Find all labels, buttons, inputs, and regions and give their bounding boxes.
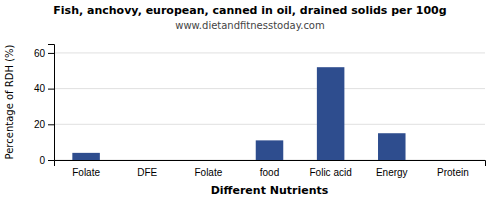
x-tick: Folate bbox=[194, 167, 222, 178]
x-axis-title: Different Nutrients bbox=[211, 184, 329, 197]
grid-line bbox=[54, 52, 485, 53]
bar bbox=[378, 133, 406, 160]
y-tick-label: 0 bbox=[39, 155, 45, 166]
y-tick: 20 bbox=[34, 119, 54, 130]
x-tick-label: DFE bbox=[137, 167, 157, 178]
y-tick: 60 bbox=[34, 48, 54, 59]
x-axis: Folate DFE Folate food Folic acid Energy Prote… bbox=[55, 161, 486, 179]
x-axis-line bbox=[55, 161, 486, 167]
x-tick-label: food bbox=[260, 167, 279, 178]
bar bbox=[317, 67, 345, 160]
grid bbox=[54, 53, 485, 160]
bar bbox=[439, 160, 467, 161]
y-tick-label: 40 bbox=[34, 83, 46, 94]
chart-svg: 0 20 40 60 Folate DFE Folate food Folic acid Ener… bbox=[0, 0, 500, 200]
y-tick: 0 bbox=[39, 155, 54, 166]
bars bbox=[72, 67, 405, 160]
y-tick-mark bbox=[48, 89, 54, 90]
y-axis-title: Percentage of RDH (%) bbox=[4, 44, 15, 159]
chart-container: 0 20 40 60 Folate DFE Folate food Folic acid Ener… bbox=[0, 0, 500, 200]
y-tick-label: 60 bbox=[34, 48, 46, 59]
x-tick-label: Protein bbox=[437, 167, 469, 178]
x-tick: Protein bbox=[437, 167, 469, 178]
grid-line bbox=[54, 88, 485, 89]
bar bbox=[133, 160, 161, 161]
y-tick-mark bbox=[48, 160, 54, 161]
x-tick: Energy bbox=[376, 167, 408, 178]
y-tick: 40 bbox=[34, 83, 54, 94]
x-tick: Folate bbox=[72, 167, 100, 178]
subtitle: www.dietandfitnesstoday.com bbox=[175, 20, 324, 31]
y-tick-mark bbox=[48, 53, 54, 54]
x-tick-label: Folate bbox=[194, 167, 222, 178]
x-tick: Folic acid bbox=[310, 167, 352, 178]
title: Fish, anchovy, european, canned in oil, … bbox=[53, 4, 446, 17]
x-tick: food bbox=[260, 167, 279, 178]
x-tick-label: Folate bbox=[72, 167, 100, 178]
bar bbox=[72, 153, 100, 160]
y-tick-mark bbox=[48, 124, 54, 125]
bar bbox=[195, 160, 223, 161]
y-axis-line bbox=[48, 45, 55, 161]
grid-line bbox=[54, 124, 485, 125]
x-tick: DFE bbox=[137, 167, 157, 178]
bar bbox=[256, 140, 284, 160]
y-axis: 0 20 40 60 bbox=[34, 45, 55, 166]
x-tick-label: Energy bbox=[376, 167, 408, 178]
y-tick-label: 20 bbox=[34, 119, 46, 130]
x-tick-label: Folic acid bbox=[310, 167, 352, 178]
